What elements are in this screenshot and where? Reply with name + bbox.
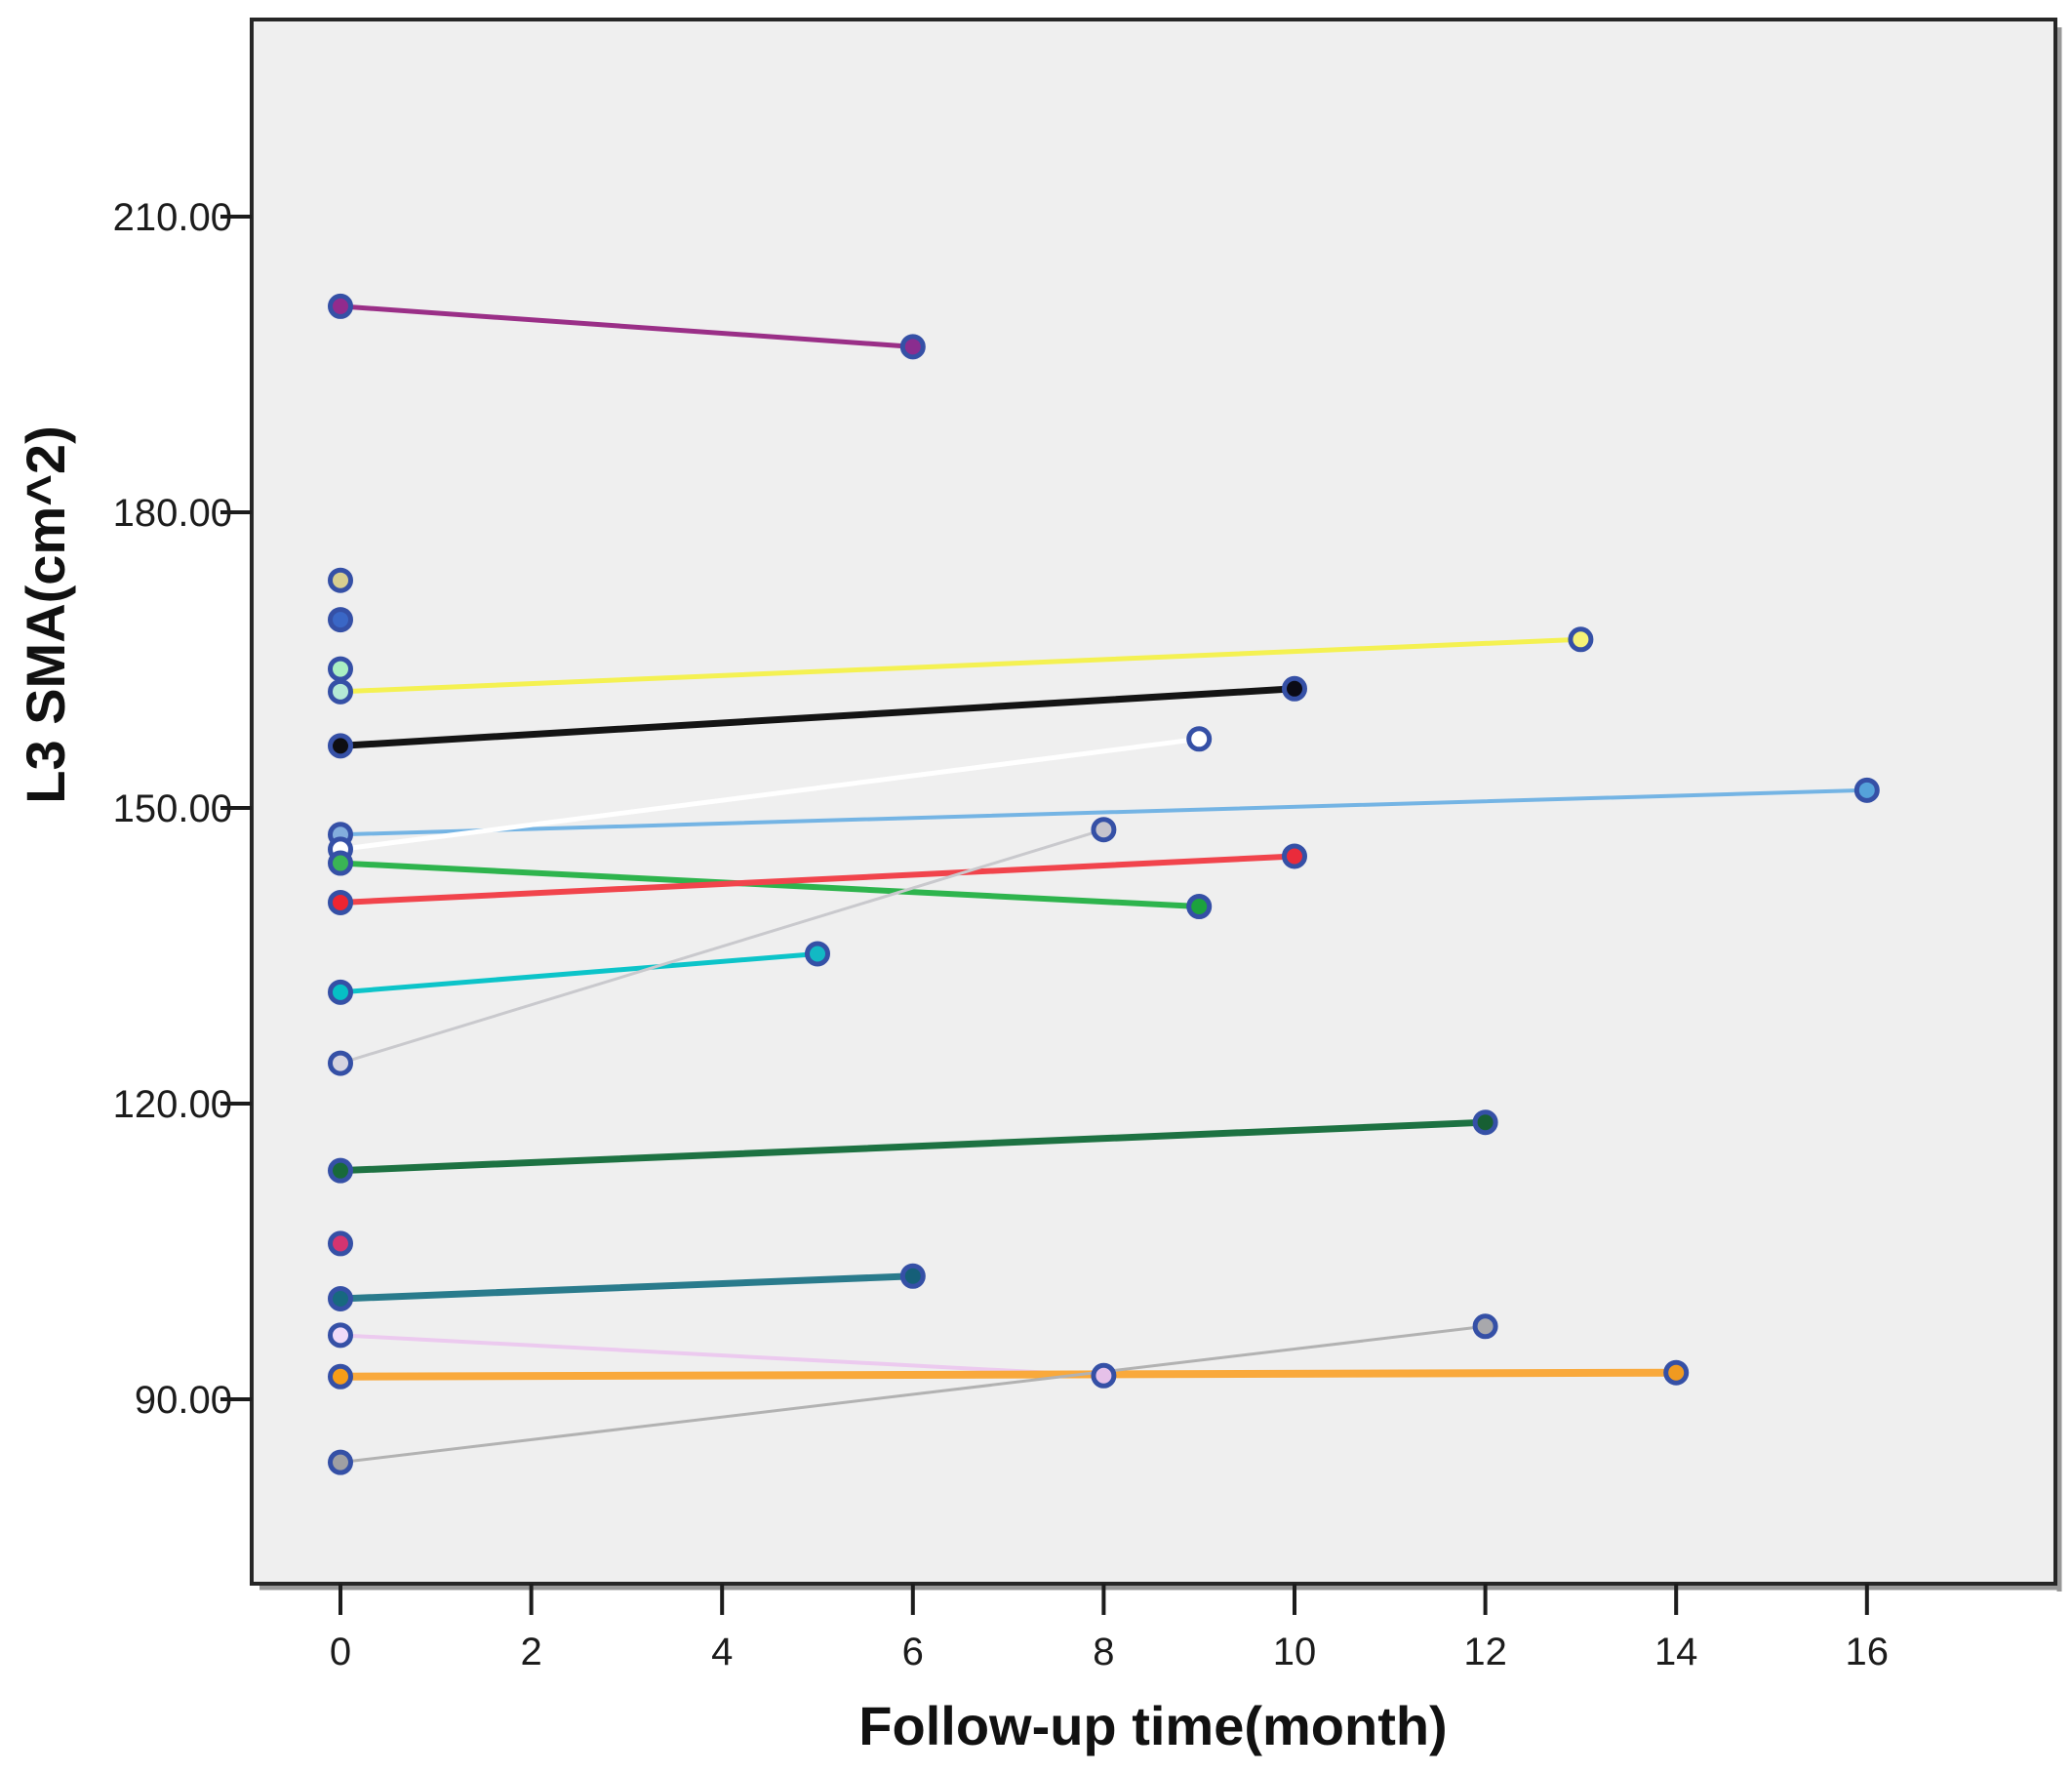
data-point-subject-lightblue	[1853, 777, 1880, 803]
series-line-subject-yellow	[338, 636, 1583, 695]
data-point-subject-yellow	[328, 678, 353, 705]
data-point-subject-violet	[1091, 1362, 1117, 1389]
data-point-subject-mint	[328, 656, 353, 682]
x-tick-label: 16	[1846, 1631, 1890, 1673]
data-point-subject-red	[1282, 843, 1307, 869]
y-axis-title: L3 SMA(cm^2)	[15, 425, 76, 803]
data-point-subject-purple	[899, 334, 926, 360]
data-point-subject-white	[1186, 726, 1213, 752]
x-tick-label: 0	[330, 1631, 351, 1673]
data-point-subject-darkgreen	[1472, 1109, 1498, 1136]
data-point-subject-crimson	[328, 1230, 353, 1257]
series-line-subject-cyan	[338, 950, 820, 995]
data-point-subject-green	[328, 850, 353, 876]
series-line-subject-teal	[337, 1272, 917, 1303]
series-line-subject-silver	[339, 827, 1105, 1066]
y-tick-label: 90.00	[135, 1379, 232, 1422]
data-point-subject-violet	[328, 1322, 353, 1349]
y-tick-label: 120.00	[113, 1083, 232, 1126]
y-tick-label: 210.00	[113, 196, 232, 239]
data-point-subject-cyan	[805, 941, 830, 967]
series-line-subject-lightblue	[339, 787, 1869, 837]
plot-area	[250, 18, 2057, 1586]
data-point-subject-gray	[1472, 1313, 1498, 1340]
data-point-subject-silver	[328, 1050, 353, 1076]
x-tick-label: 12	[1463, 1631, 1507, 1673]
data-point-subject-black	[1282, 675, 1307, 702]
data-point-subject-gray	[328, 1449, 353, 1475]
series-line-subject-green	[338, 860, 1203, 909]
data-point-subject-darkgreen	[328, 1157, 353, 1184]
y-tick-label: 150.00	[113, 787, 232, 830]
data-point-subject-yellow	[1568, 626, 1594, 653]
series-line-subject-gray	[339, 1324, 1488, 1465]
x-tick-label: 8	[1093, 1631, 1114, 1673]
data-point-subject-purple	[328, 293, 353, 319]
series-line-subject-orange	[337, 1368, 1681, 1381]
data-point-subject-orange	[328, 1363, 353, 1390]
data-point-subject-orange	[1663, 1359, 1690, 1386]
series-line-subject-black	[337, 685, 1298, 749]
data-point-subject-green	[1186, 894, 1213, 919]
series-line-subject-purple	[338, 303, 916, 349]
data-point-subject-blue	[328, 607, 353, 633]
y-tick-label: 180.00	[113, 492, 232, 535]
x-tick-label: 14	[1654, 1631, 1698, 1673]
data-point-subject-silver	[1091, 817, 1117, 843]
x-tick-label: 10	[1273, 1631, 1317, 1673]
series-line-subject-white	[338, 736, 1202, 852]
x-tick-label: 6	[902, 1631, 924, 1673]
data-point-subject-teal	[328, 1285, 353, 1311]
data-point-subject-red	[328, 889, 353, 915]
series-line-subject-red	[338, 853, 1297, 906]
data-point-subject-black	[328, 733, 353, 759]
data-point-subject-cyan	[328, 979, 353, 1005]
x-axis-title: Follow-up time(month)	[858, 1695, 1447, 1756]
data-point-subject-teal	[899, 1263, 926, 1289]
x-tick-label: 2	[520, 1631, 541, 1673]
x-tick-label: 4	[711, 1631, 733, 1673]
series-line-subject-darkgreen	[337, 1118, 1490, 1175]
data-point-subject-tan	[328, 567, 353, 593]
series-line-subject-violet	[339, 1333, 1106, 1378]
